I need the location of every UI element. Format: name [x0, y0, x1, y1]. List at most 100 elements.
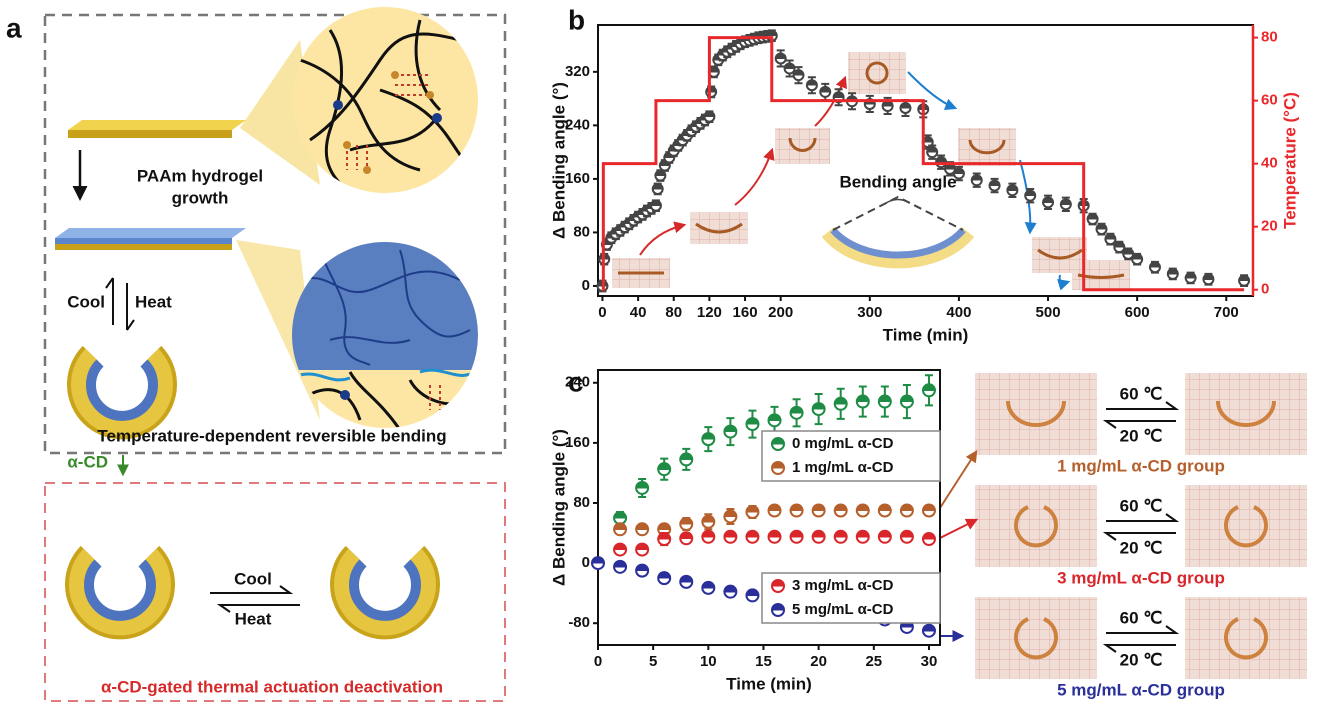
y2-tick-label: 20 — [1261, 218, 1278, 235]
bending-diagram — [886, 200, 910, 204]
condition-label: 60 ℃ — [1120, 496, 1163, 515]
legend-label: 0 mg/mL α-CD — [792, 435, 894, 452]
marker — [813, 403, 825, 415]
marker — [655, 171, 665, 181]
marker — [1097, 224, 1107, 234]
photo — [975, 485, 1097, 567]
marker — [680, 518, 692, 530]
marker — [954, 169, 964, 179]
marker — [769, 531, 781, 543]
marker — [724, 511, 736, 523]
label: Cool — [67, 292, 105, 311]
x-tick-label: 200 — [768, 304, 793, 321]
x-tick-label: 25 — [865, 653, 882, 670]
label: Cool — [234, 569, 272, 588]
switch-arrow — [1106, 514, 1176, 540]
group-label: 1 mg/mL α-CD group — [1057, 456, 1225, 475]
marker — [1132, 254, 1142, 264]
x-tick-label: 300 — [857, 304, 882, 321]
x-tick-label: 30 — [921, 653, 938, 670]
group-label: 3 mg/mL α-CD group — [1057, 568, 1225, 587]
x-tick-label: 500 — [1036, 304, 1061, 321]
marker — [651, 201, 661, 211]
marker — [769, 414, 781, 426]
marker — [653, 184, 663, 194]
marker — [879, 531, 891, 543]
condition-label: 20 ℃ — [1120, 650, 1163, 669]
slab — [55, 244, 232, 250]
marker — [857, 505, 869, 517]
pointer-arrow — [940, 520, 976, 538]
marker — [702, 531, 714, 543]
marker — [879, 505, 891, 517]
panel-label: a — [6, 12, 22, 43]
marker — [900, 103, 910, 113]
marker — [791, 505, 803, 517]
x-tick-label: 700 — [1214, 304, 1239, 321]
marker — [724, 426, 736, 438]
marker — [680, 576, 692, 588]
marker — [857, 396, 869, 408]
y2-tick-label: 60 — [1261, 92, 1278, 109]
marker — [1043, 197, 1053, 207]
marker — [704, 112, 714, 122]
y2-tick-label: 80 — [1261, 29, 1278, 46]
marker — [1168, 269, 1178, 279]
x-tick-label: 80 — [665, 304, 682, 321]
condition-label: 20 ℃ — [1120, 538, 1163, 557]
bent-sample — [80, 355, 164, 426]
marker — [702, 433, 714, 445]
label: PAAm hydrogel — [137, 166, 263, 185]
caption: Temperature-dependent reversible bending — [97, 426, 446, 445]
marker — [1203, 274, 1213, 284]
x-tick-label: 15 — [755, 653, 772, 670]
panel-label: b — [568, 4, 585, 35]
legend-marker — [772, 438, 784, 450]
marker — [1061, 199, 1071, 209]
condition-label: 60 ℃ — [1120, 608, 1163, 627]
marker — [614, 512, 626, 524]
y-tick-label: 240 — [565, 116, 590, 133]
x-tick-label: 10 — [700, 653, 717, 670]
marker — [1114, 242, 1124, 252]
marker — [724, 531, 736, 543]
marker — [658, 463, 670, 475]
marker — [680, 453, 692, 465]
panel-c-photos: 60 ℃ 20 ℃ 1 mg/mL α-CD group 60 ℃ 20 ℃ 3 mg/m… — [940, 373, 1307, 699]
slab — [68, 120, 246, 130]
marker — [927, 147, 937, 157]
legend-label: 1 mg/mL α-CD — [792, 459, 894, 476]
photo — [775, 128, 830, 164]
marker — [1105, 234, 1115, 244]
bending-diagram — [833, 197, 963, 230]
legend-label: 3 mg/mL α-CD — [792, 577, 894, 594]
arrow — [1060, 275, 1068, 283]
marker — [1088, 214, 1098, 224]
bent-sample — [78, 555, 162, 626]
marker — [901, 505, 913, 517]
marker — [614, 523, 626, 535]
marker — [923, 533, 935, 545]
label: Heat — [235, 609, 272, 628]
reversible-arrow — [106, 278, 134, 330]
label: α-CD — [67, 452, 108, 471]
marker — [636, 544, 648, 556]
x-tick-label: 5 — [649, 653, 657, 670]
x-tick-label: 0 — [598, 304, 606, 321]
photo — [1185, 373, 1307, 455]
legend-marker — [772, 604, 784, 616]
y-tick-label: 240 — [565, 374, 590, 391]
legend-marker — [772, 580, 784, 592]
pointer-arrow — [940, 452, 976, 508]
photo — [975, 373, 1097, 455]
marker — [1186, 273, 1196, 283]
panel-a: PAAm hydrogel growth — [45, 7, 505, 701]
marker — [813, 505, 825, 517]
marker — [835, 505, 847, 517]
arrow — [640, 225, 684, 255]
marker — [794, 70, 804, 80]
marker — [614, 544, 626, 556]
legend-label: 5 mg/mL α-CD — [792, 601, 894, 618]
annotation: Bending angle — [839, 172, 956, 191]
marker — [791, 531, 803, 543]
